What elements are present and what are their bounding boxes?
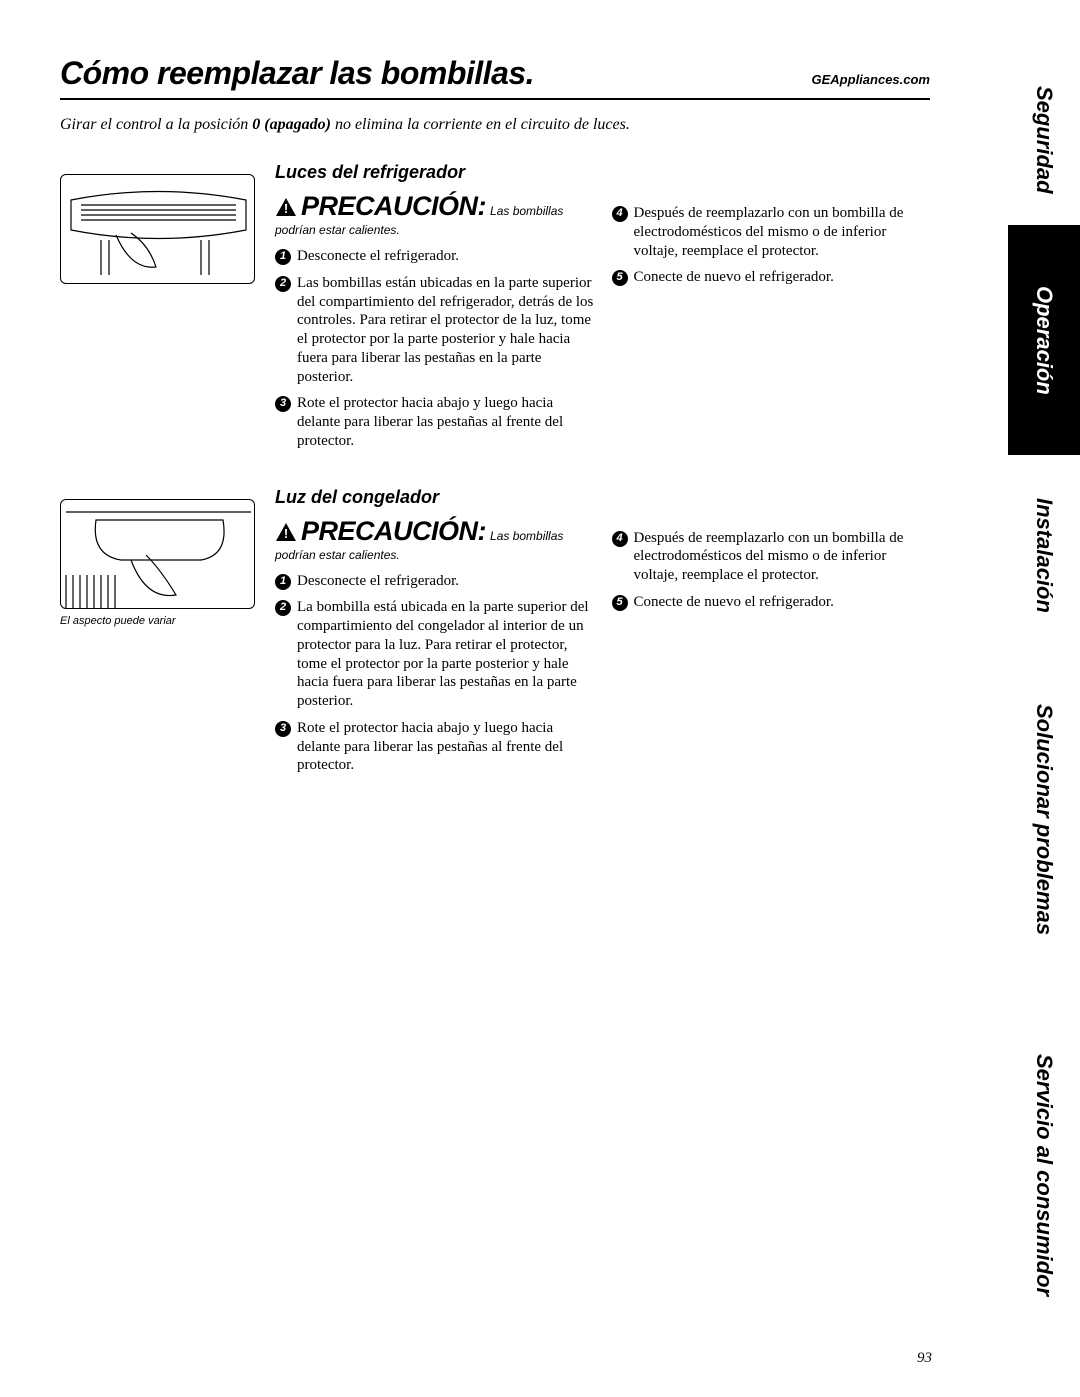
step-text: Conecte de nuevo el refrigerador. xyxy=(634,593,931,612)
step-text: Desconecte el refrigerador. xyxy=(297,247,594,266)
step-text: Rote el protector hacia abajo y luego ha… xyxy=(297,719,594,775)
step-2-2: 2 La bombilla está ubicada en la parte su… xyxy=(275,598,594,711)
text-columns-1: Luces del refrigerador ! PRECAUCIÓN: Las… xyxy=(275,162,930,459)
step-text: Las bombillas están ubicadas en la parte… xyxy=(297,274,594,387)
section-refrigerator: Luces del refrigerador ! PRECAUCIÓN: Las… xyxy=(60,162,930,459)
step-2-4: 4 Después de reemplazarlo con un bombilla… xyxy=(612,529,931,585)
illustration-freezer-light xyxy=(60,499,255,609)
col-1b: 4 Después de reemplazarlo con un bombilla… xyxy=(612,162,931,459)
caution-sub-2: podrían estar calientes. xyxy=(275,548,594,562)
step-1-1: 1 Desconecte el refrigerador. xyxy=(275,247,594,266)
step-1-2: 2 Las bombillas están ubicadas en la part… xyxy=(275,274,594,387)
tab-operacion[interactable]: Operación xyxy=(1008,225,1080,455)
col-2a: Luz del congelador ! PRECAUCIÓN: Las bom… xyxy=(275,487,594,784)
step-text: Rote el protector hacia abajo y luego ha… xyxy=(297,394,594,450)
svg-text:!: ! xyxy=(284,526,288,541)
step-text: Desconecte el refrigerador. xyxy=(297,572,594,591)
svg-text:!: ! xyxy=(284,201,288,216)
caution-tail-2: Las bombillas xyxy=(490,529,563,543)
warning-icon: ! xyxy=(275,522,297,546)
caution-line-2: ! PRECAUCIÓN: Las bombillas xyxy=(275,518,594,546)
side-tabs: Seguridad Operación Instalación Solucion… xyxy=(1008,55,1080,1365)
step-text: Conecte de nuevo el refrigerador. xyxy=(634,268,931,287)
subheading-1: Luces del refrigerador xyxy=(275,162,594,183)
caution-word-2: PRECAUCIÓN: xyxy=(301,516,486,546)
intro-pre: Girar el control a la posición xyxy=(60,116,252,133)
intro-post: no elimina la corriente en el circuito d… xyxy=(331,116,630,133)
caution-line-1: ! PRECAUCIÓN: Las bombillas xyxy=(275,193,594,221)
step-1-3: 3 Rote el protector hacia abajo y luego h… xyxy=(275,394,594,450)
tab-seguridad[interactable]: Seguridad xyxy=(1008,55,1080,225)
step-num: 4 xyxy=(612,531,628,547)
page-content: Cómo reemplazar las bombillas. GEApplian… xyxy=(60,55,930,811)
col-2b: 4 Después de reemplazarlo con un bombilla… xyxy=(612,487,931,784)
tab-solucionar[interactable]: Solucionar problemas xyxy=(1008,655,1080,985)
title-row: Cómo reemplazar las bombillas. GEApplian… xyxy=(60,55,930,100)
step-2-5: 5 Conecte de nuevo el refrigerador. xyxy=(612,593,931,612)
illustration-column-1 xyxy=(60,162,255,459)
illustration-caption: El aspecto puede variar xyxy=(60,615,255,627)
subheading-2: Luz del congelador xyxy=(275,487,594,508)
step-2-1: 1 Desconecte el refrigerador. xyxy=(275,572,594,591)
caution-word-1: PRECAUCIÓN: xyxy=(301,191,486,221)
caution-sub-1: podrían estar calientes. xyxy=(275,223,594,237)
step-num: 4 xyxy=(612,206,628,222)
page-number: 93 xyxy=(917,1350,932,1367)
site-url: GEAppliances.com xyxy=(812,72,930,87)
intro-text: Girar el control a la posición 0 (apagad… xyxy=(60,116,930,134)
step-text: La bombilla está ubicada en la parte sup… xyxy=(297,598,594,711)
illustration-column-2: El aspecto puede variar xyxy=(60,487,255,784)
illustration-refrigerator-light xyxy=(60,174,255,284)
step-num: 2 xyxy=(275,600,291,616)
step-num: 5 xyxy=(612,595,628,611)
text-columns-2: Luz del congelador ! PRECAUCIÓN: Las bom… xyxy=(275,487,930,784)
step-num: 2 xyxy=(275,276,291,292)
step-1-5: 5 Conecte de nuevo el refrigerador. xyxy=(612,268,931,287)
section-freezer: El aspecto puede variar Luz del congelad… xyxy=(60,487,930,784)
col-1a: Luces del refrigerador ! PRECAUCIÓN: Las… xyxy=(275,162,594,459)
step-num: 5 xyxy=(612,270,628,286)
step-2-3: 3 Rote el protector hacia abajo y luego h… xyxy=(275,719,594,775)
step-text: Después de reemplazarlo con un bombilla … xyxy=(634,204,931,260)
step-num: 1 xyxy=(275,249,291,265)
step-num: 3 xyxy=(275,396,291,412)
step-num: 1 xyxy=(275,574,291,590)
tab-instalacion[interactable]: Instalación xyxy=(1008,455,1080,655)
step-1-4: 4 Después de reemplazarlo con un bombilla… xyxy=(612,204,931,260)
step-num: 3 xyxy=(275,721,291,737)
step-text: Después de reemplazarlo con un bombilla … xyxy=(634,529,931,585)
tab-servicio[interactable]: Servicio al consumidor xyxy=(1008,985,1080,1365)
intro-bold: 0 (apagado) xyxy=(252,116,331,133)
warning-icon: ! xyxy=(275,197,297,221)
caution-tail-1: Las bombillas xyxy=(490,204,563,218)
page-title: Cómo reemplazar las bombillas. xyxy=(60,55,534,92)
